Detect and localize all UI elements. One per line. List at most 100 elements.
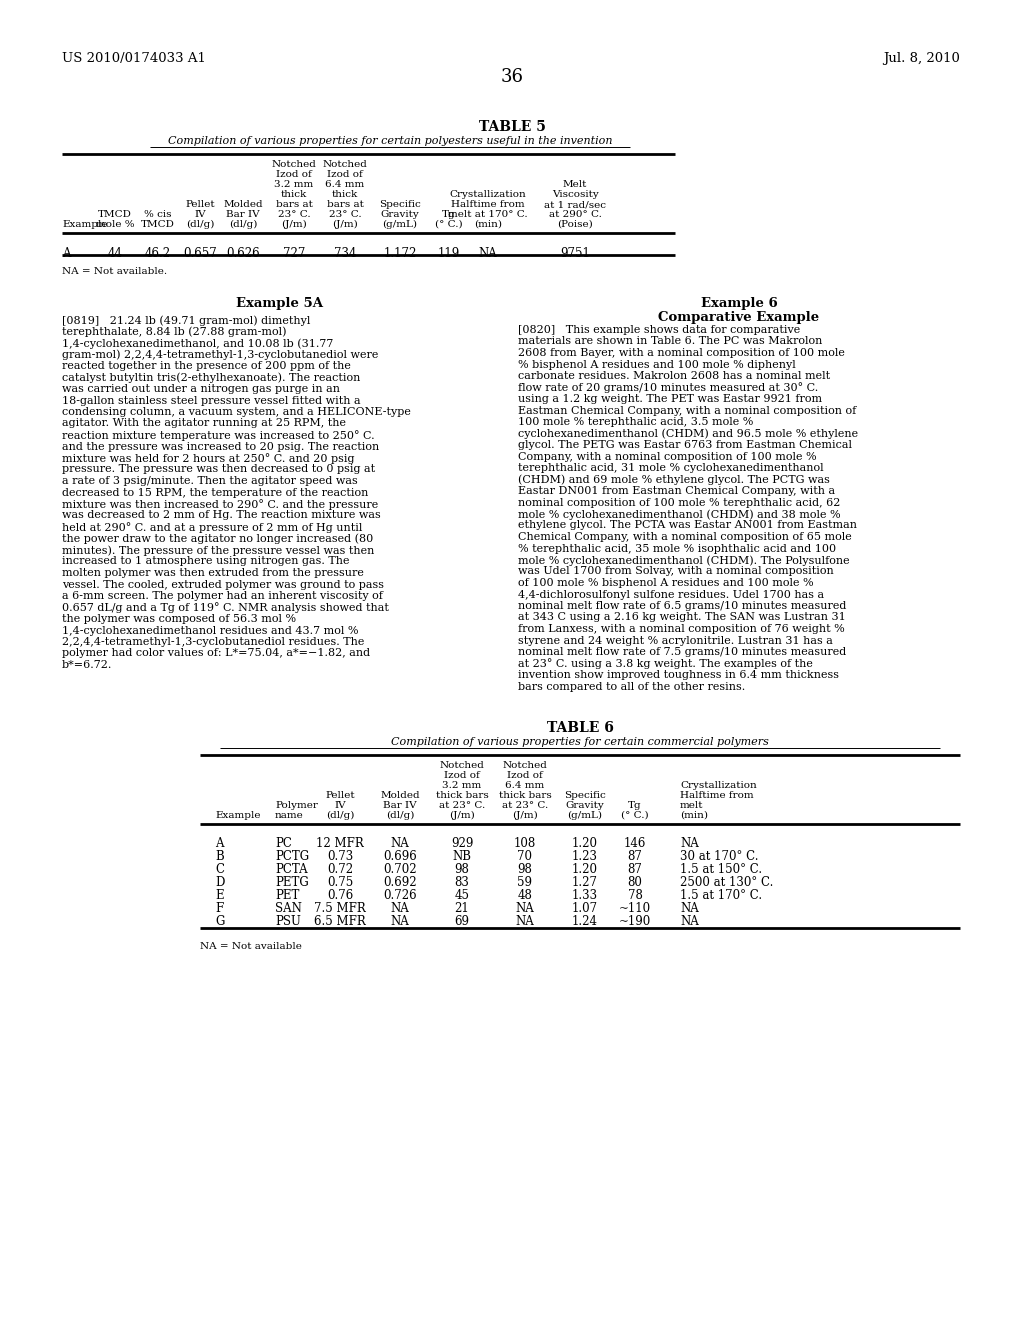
Text: D: D — [215, 876, 224, 888]
Text: polymer had color values of: L*=75.04, a*=−1.82, and: polymer had color values of: L*=75.04, a… — [62, 648, 370, 659]
Text: C: C — [215, 863, 224, 876]
Text: ethylene glycol. The PCTA was Eastar AN001 from Eastman: ethylene glycol. The PCTA was Eastar AN0… — [518, 520, 857, 531]
Text: PC: PC — [275, 837, 292, 850]
Text: 0.76: 0.76 — [327, 888, 353, 902]
Text: NA: NA — [680, 915, 698, 928]
Text: Notched: Notched — [323, 160, 368, 169]
Text: 18-gallon stainless steel pressure vessel fitted with a: 18-gallon stainless steel pressure vesse… — [62, 396, 360, 405]
Text: (dl/g): (dl/g) — [386, 810, 414, 820]
Text: at 290° C.: at 290° C. — [549, 210, 601, 219]
Text: Pellet: Pellet — [185, 201, 215, 209]
Text: IV: IV — [334, 801, 346, 810]
Text: a 6-mm screen. The polymer had an inherent viscosity of: a 6-mm screen. The polymer had an inhere… — [62, 591, 383, 601]
Text: decreased to 15 RPM, the temperature of the reaction: decreased to 15 RPM, the temperature of … — [62, 487, 369, 498]
Text: melt at 170° C.: melt at 170° C. — [449, 210, 527, 219]
Text: Izod of: Izod of — [276, 170, 312, 180]
Text: thick bars: thick bars — [499, 791, 551, 800]
Text: Polymer: Polymer — [275, 801, 317, 810]
Text: invention show improved toughness in 6.4 mm thickness: invention show improved toughness in 6.4… — [518, 671, 839, 680]
Text: [0819]   21.24 lb (49.71 gram-mol) dimethyl: [0819] 21.24 lb (49.71 gram-mol) dimethy… — [62, 315, 310, 326]
Text: at 23° C. using a 3.8 kg weight. The examples of the: at 23° C. using a 3.8 kg weight. The exa… — [518, 659, 813, 669]
Text: 59: 59 — [517, 876, 532, 888]
Text: Gravity: Gravity — [565, 801, 604, 810]
Text: 0.72: 0.72 — [327, 863, 353, 876]
Text: Example 5A: Example 5A — [236, 297, 323, 310]
Text: Izod of: Izod of — [327, 170, 362, 180]
Text: reacted together in the presence of 200 ppm of the: reacted together in the presence of 200 … — [62, 360, 351, 371]
Text: was Udel 1700 from Solvay, with a nominal composition: was Udel 1700 from Solvay, with a nomina… — [518, 566, 834, 577]
Text: Jul. 8, 2010: Jul. 8, 2010 — [883, 51, 961, 65]
Text: a rate of 3 psig/minute. Then the agitator speed was: a rate of 3 psig/minute. Then the agitat… — [62, 477, 357, 486]
Text: using a 1.2 kg weight. The PET was Eastar 9921 from: using a 1.2 kg weight. The PET was Easta… — [518, 393, 822, 404]
Text: NA = Not available: NA = Not available — [200, 942, 302, 950]
Text: name: name — [275, 810, 304, 820]
Text: increased to 1 atmosphere using nitrogen gas. The: increased to 1 atmosphere using nitrogen… — [62, 557, 349, 566]
Text: bars at: bars at — [327, 201, 364, 209]
Text: NA: NA — [478, 247, 498, 260]
Text: % terephthalic acid, 35 mole % isophthalic acid and 100: % terephthalic acid, 35 mole % isophthal… — [518, 544, 837, 553]
Text: was decreased to 2 mm of Hg. The reaction mixture was: was decreased to 2 mm of Hg. The reactio… — [62, 511, 381, 520]
Text: mixture was then increased to 290° C. and the pressure: mixture was then increased to 290° C. an… — [62, 499, 378, 510]
Text: Pellet: Pellet — [326, 791, 354, 800]
Text: 1.20: 1.20 — [572, 863, 598, 876]
Text: nominal melt flow rate of 6.5 grams/10 minutes measured: nominal melt flow rate of 6.5 grams/10 m… — [518, 601, 847, 611]
Text: 1.07: 1.07 — [572, 902, 598, 915]
Text: the polymer was composed of 56.3 mol %: the polymer was composed of 56.3 mol % — [62, 614, 296, 624]
Text: SAN: SAN — [275, 902, 302, 915]
Text: at 1 rad/sec: at 1 rad/sec — [544, 201, 606, 209]
Text: and the pressure was increased to 20 psig. The reaction: and the pressure was increased to 20 psi… — [62, 441, 379, 451]
Text: catalyst butyltin tris(2-ethylhexanoate). The reaction: catalyst butyltin tris(2-ethylhexanoate)… — [62, 372, 360, 383]
Text: TMCD: TMCD — [141, 220, 175, 228]
Text: 46.2: 46.2 — [145, 247, 171, 260]
Text: 734: 734 — [334, 247, 356, 260]
Text: PSU: PSU — [275, 915, 301, 928]
Text: 6.5 MFR: 6.5 MFR — [314, 915, 366, 928]
Text: (Poise): (Poise) — [557, 220, 593, 228]
Text: glycol. The PETG was Eastar 6763 from Eastman Chemical: glycol. The PETG was Eastar 6763 from Ea… — [518, 440, 852, 450]
Text: styrene and 24 weight % acrylonitrile. Lustran 31 has a: styrene and 24 weight % acrylonitrile. L… — [518, 635, 833, 645]
Text: 6.4 mm: 6.4 mm — [506, 781, 545, 789]
Text: PET: PET — [275, 888, 299, 902]
Text: Halftime from: Halftime from — [452, 201, 525, 209]
Text: held at 290° C. and at a pressure of 2 mm of Hg until: held at 290° C. and at a pressure of 2 m… — [62, 521, 362, 533]
Text: at 343 C using a 2.16 kg weight. The SAN was Lustran 31: at 343 C using a 2.16 kg weight. The SAN… — [518, 612, 846, 623]
Text: thick bars: thick bars — [435, 791, 488, 800]
Text: minutes). The pressure of the pressure vessel was then: minutes). The pressure of the pressure v… — [62, 545, 375, 556]
Text: Notched: Notched — [503, 762, 548, 770]
Text: 98: 98 — [517, 863, 532, 876]
Text: materials are shown in Table 6. The PC was Makrolon: materials are shown in Table 6. The PC w… — [518, 337, 822, 346]
Text: (° C.): (° C.) — [622, 810, 649, 820]
Text: Izod of: Izod of — [444, 771, 480, 780]
Text: 1.20: 1.20 — [572, 837, 598, 850]
Text: (° C.): (° C.) — [435, 220, 463, 228]
Text: molten polymer was then extruded from the pressure: molten polymer was then extruded from th… — [62, 568, 364, 578]
Text: thick: thick — [332, 190, 358, 199]
Text: B: B — [215, 850, 224, 863]
Text: 36: 36 — [501, 69, 523, 86]
Text: 12 MFR: 12 MFR — [316, 837, 364, 850]
Text: at 23° C.: at 23° C. — [502, 801, 548, 810]
Text: bars compared to all of the other resins.: bars compared to all of the other resins… — [518, 681, 745, 692]
Text: 1.5 at 150° C.: 1.5 at 150° C. — [680, 863, 762, 876]
Text: 2,2,4,4-tetramethyl-1,3-cyclobutanediol residues. The: 2,2,4,4-tetramethyl-1,3-cyclobutanediol … — [62, 638, 365, 647]
Text: E: E — [215, 888, 223, 902]
Text: 727: 727 — [283, 247, 305, 260]
Text: mole % cyclohexanedimenthanol (CHDM). The Polysulfone: mole % cyclohexanedimenthanol (CHDM). Th… — [518, 554, 850, 565]
Text: Crystallization: Crystallization — [680, 781, 757, 789]
Text: (g/mL): (g/mL) — [567, 810, 602, 820]
Text: 70: 70 — [517, 850, 532, 863]
Text: 23° C.: 23° C. — [329, 210, 361, 219]
Text: 0.696: 0.696 — [383, 850, 417, 863]
Text: vessel. The cooled, extruded polymer was ground to pass: vessel. The cooled, extruded polymer was… — [62, 579, 384, 590]
Text: 1.172: 1.172 — [383, 247, 417, 260]
Text: of 100 mole % bisphenol A residues and 100 mole %: of 100 mole % bisphenol A residues and 1… — [518, 578, 814, 587]
Text: 0.692: 0.692 — [383, 876, 417, 888]
Text: A: A — [215, 837, 223, 850]
Text: NA: NA — [390, 902, 410, 915]
Text: Tg: Tg — [628, 801, 642, 810]
Text: at 23° C.: at 23° C. — [439, 801, 485, 810]
Text: F: F — [215, 902, 223, 915]
Text: 7.5 MFR: 7.5 MFR — [314, 902, 366, 915]
Text: Compilation of various properties for certain polyesters useful in the invention: Compilation of various properties for ce… — [168, 136, 612, 147]
Text: 0.657: 0.657 — [183, 247, 217, 260]
